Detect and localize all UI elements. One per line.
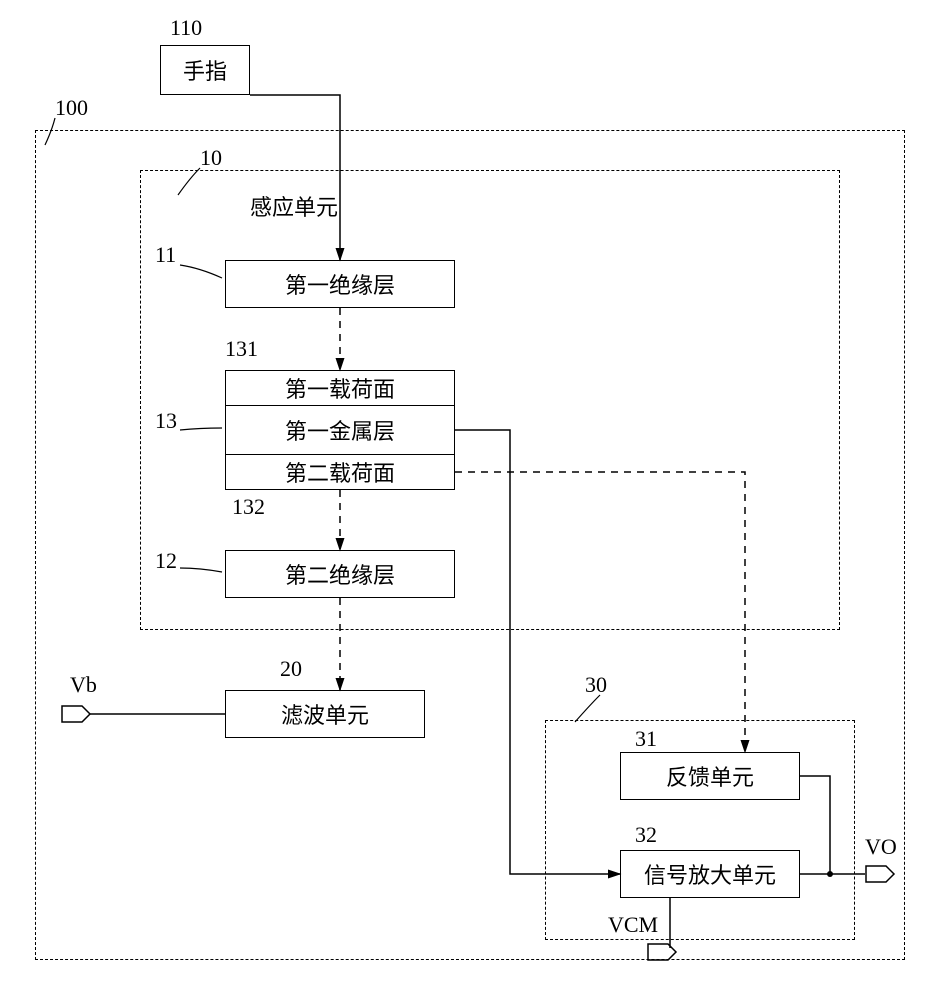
box-31: 反馈单元 [620,752,800,800]
ref-131: 131 [225,336,258,362]
ref-132: 132 [232,494,265,520]
box-11-label: 第一绝缘层 [285,268,395,300]
ref-10: 10 [200,145,222,171]
terminal-vb-label: Vb [70,672,97,698]
ref-32: 32 [635,822,657,848]
ref-30: 30 [585,672,607,698]
box-32: 信号放大单元 [620,850,800,898]
box-31-label: 反馈单元 [666,760,754,792]
box-20: 滤波单元 [225,690,425,738]
box-12-label: 第二绝缘层 [285,558,395,590]
title-10: 感应单元 [250,190,338,222]
box-110: 手指 [160,45,250,95]
diagram-stage: 手指 第一绝缘层 第一载荷面 第一金属层 第二载荷面 第二绝缘层 滤波单元 反馈… [0,0,931,1000]
box-132-label: 第二载荷面 [285,456,395,488]
box-13: 第一金属层 [225,406,455,454]
terminal-vo-label: VO [865,834,897,860]
box-110-label: 手指 [183,54,227,86]
ref-12: 12 [155,548,177,574]
terminal-vcm-label: VCM [608,912,658,938]
ref-13: 13 [155,408,177,434]
box-13-label: 第一金属层 [285,414,395,446]
ref-31: 31 [635,726,657,752]
box-131-label: 第一载荷面 [285,372,395,404]
ref-11: 11 [155,242,176,268]
ref-100: 100 [55,95,88,121]
box-32-label: 信号放大单元 [644,858,776,890]
box-20-label: 滤波单元 [281,698,369,730]
box-131: 第一载荷面 [225,370,455,406]
box-11: 第一绝缘层 [225,260,455,308]
box-132: 第二载荷面 [225,454,455,490]
ref-20: 20 [280,656,302,682]
box-12: 第二绝缘层 [225,550,455,598]
ref-110: 110 [170,15,202,41]
